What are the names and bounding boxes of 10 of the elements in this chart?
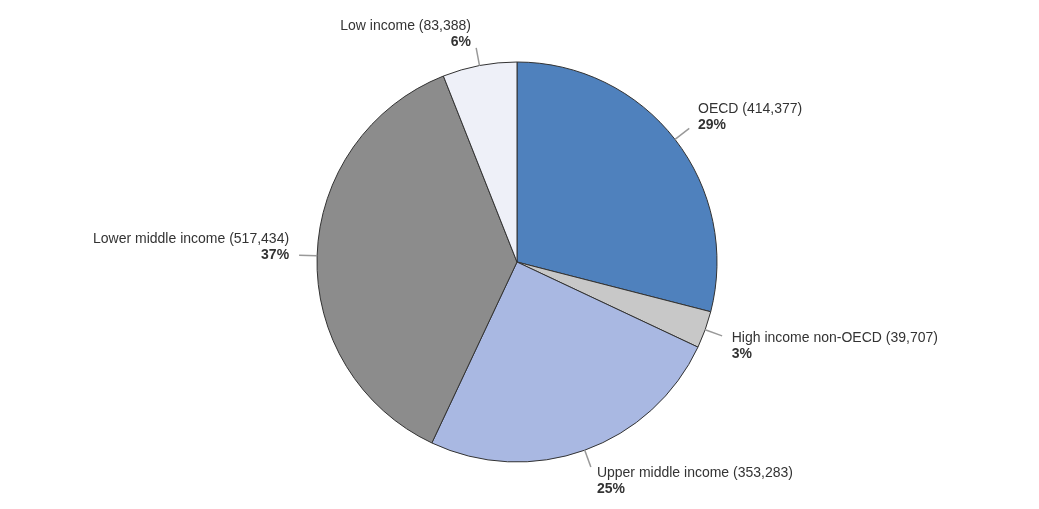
data-label: 3% <box>731 344 753 361</box>
data-label: 29% <box>697 115 727 132</box>
data-label: 6% <box>450 32 472 49</box>
slice-label: High income non-OECD (39,707) <box>731 328 938 345</box>
data-label: 25% <box>596 479 626 496</box>
data-label: 37% <box>261 245 290 262</box>
slice-label: Lower middle income (517,434) <box>93 229 290 246</box>
slice-label: Upper middle income (353,283) <box>596 463 793 480</box>
slice-label: Low income (83,388) <box>340 16 472 33</box>
slice-label: OECD (414,377) <box>697 99 803 116</box>
